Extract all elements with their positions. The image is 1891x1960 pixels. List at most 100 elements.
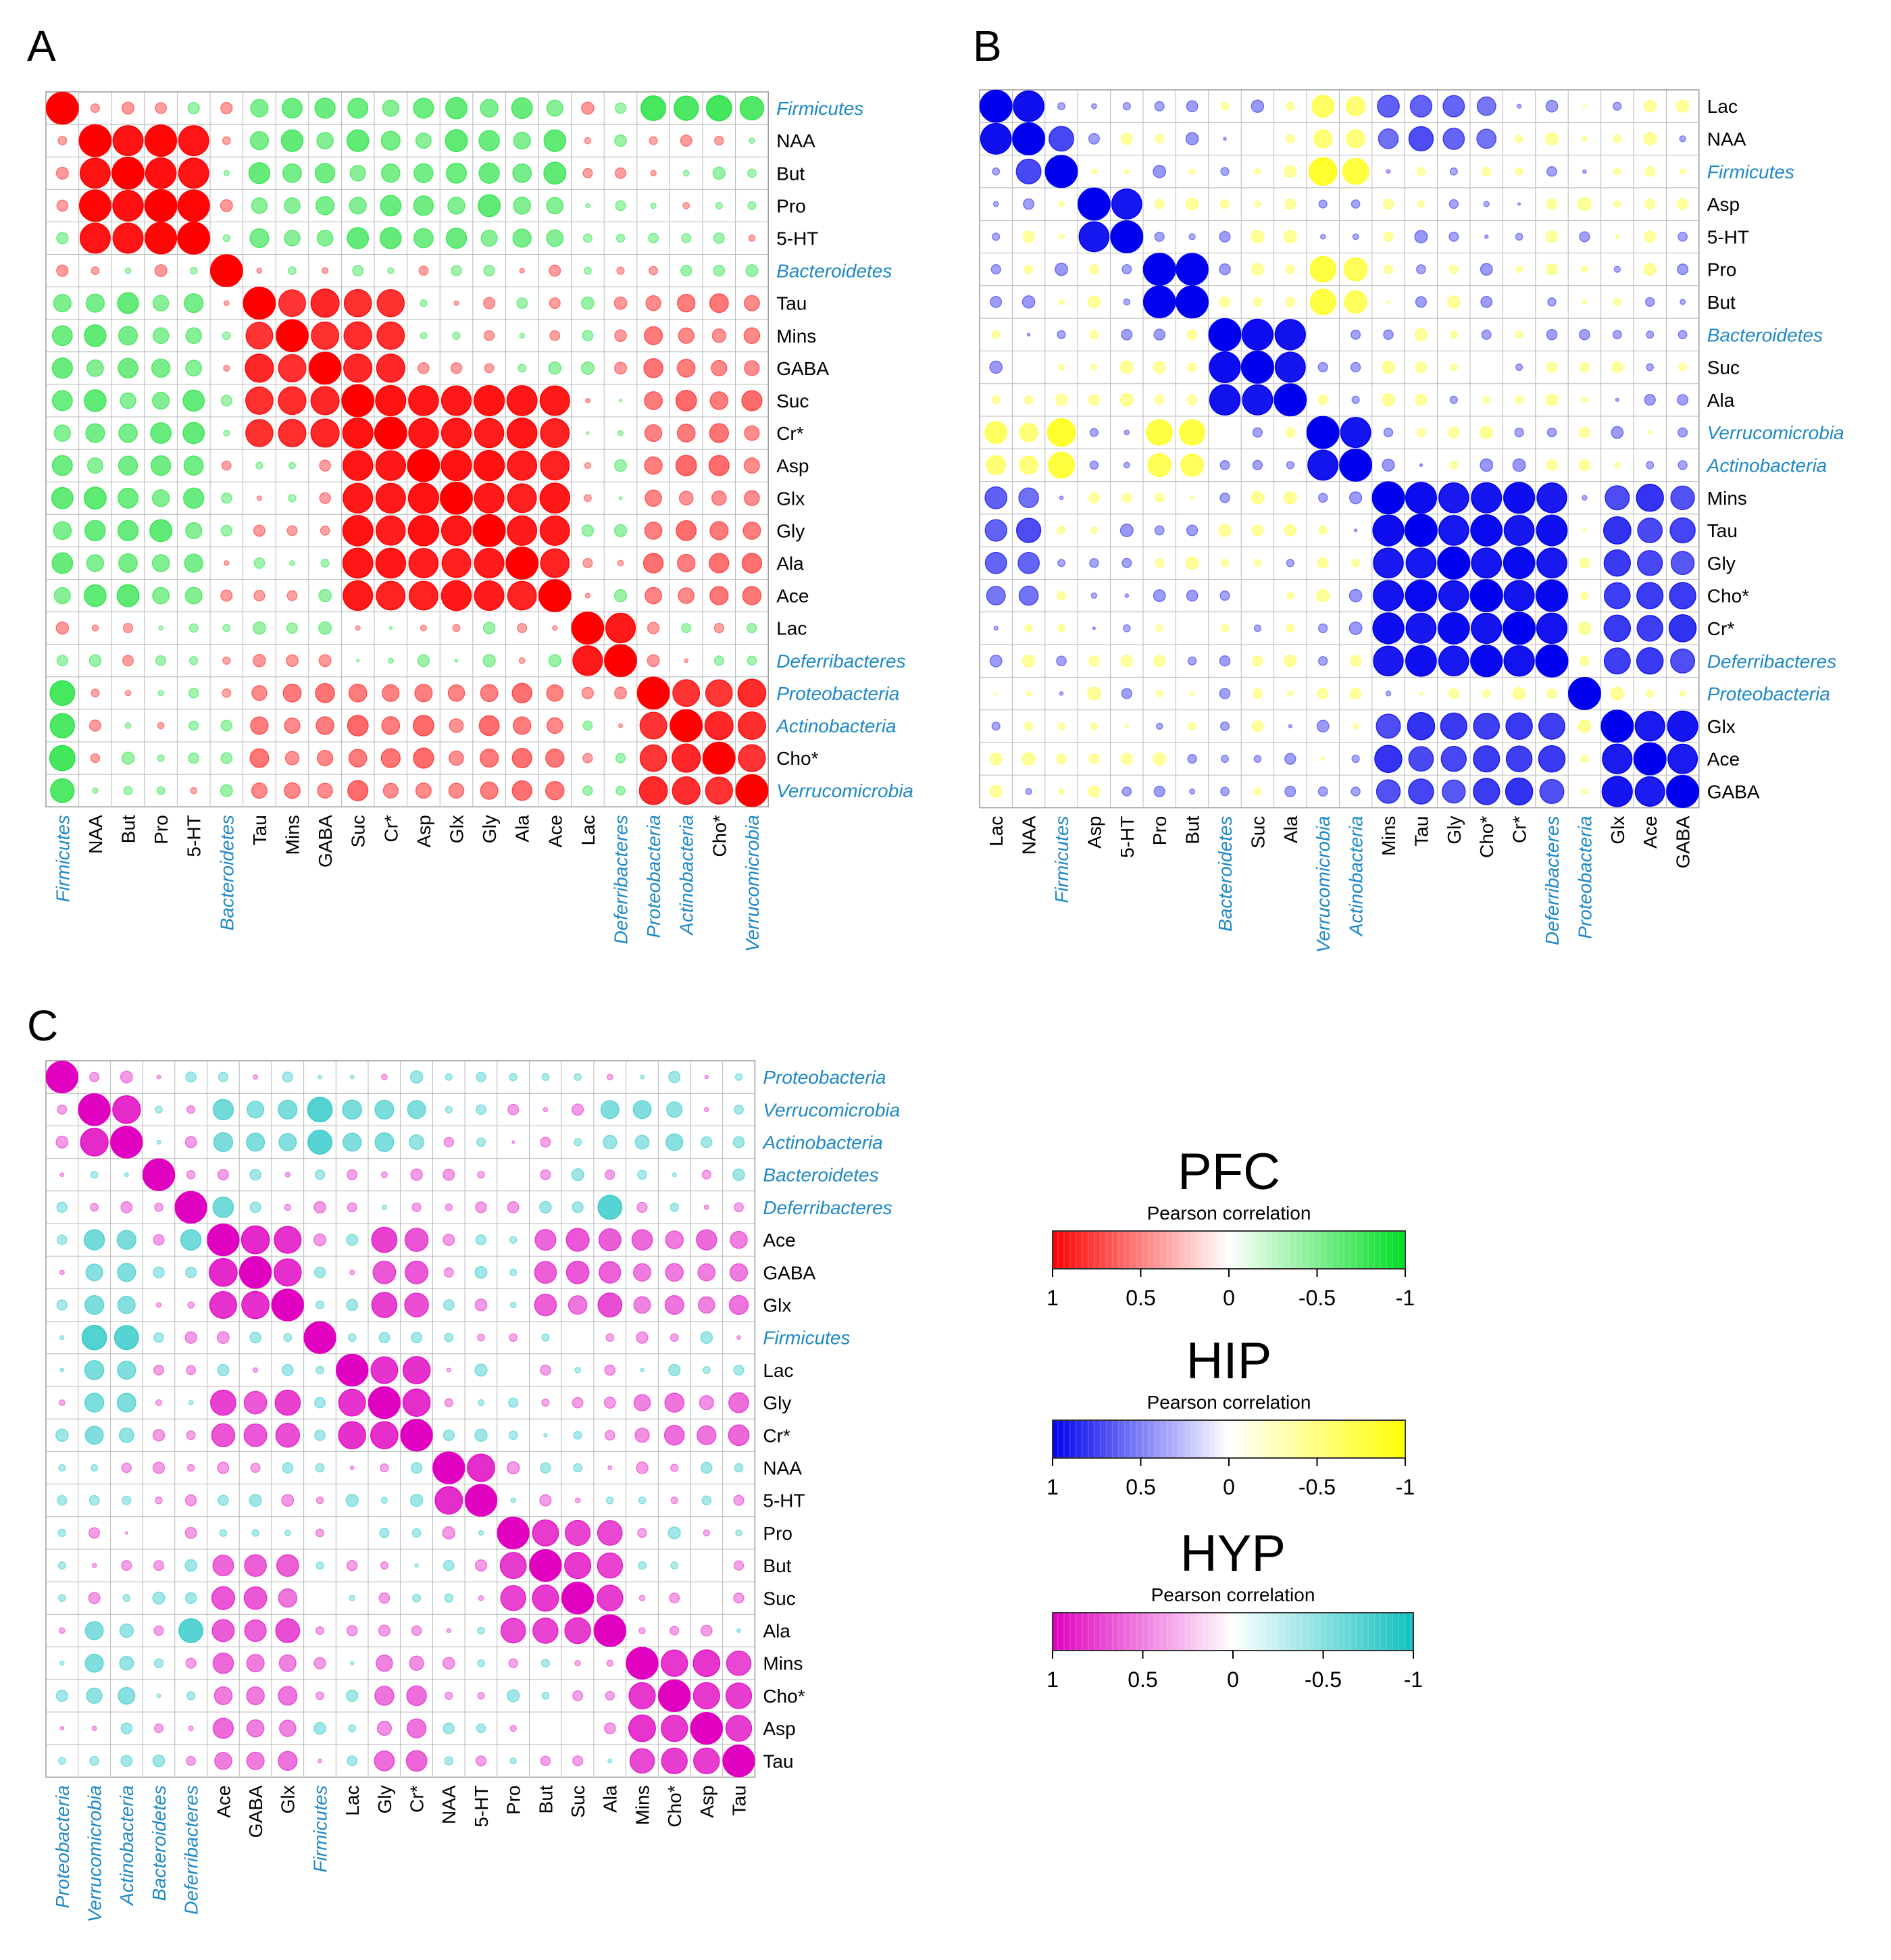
corr-dot-tau-ala bbox=[1284, 524, 1296, 536]
corr-dot-gly-suc bbox=[1253, 559, 1262, 567]
corr-dot-pro-glx bbox=[284, 1530, 291, 1536]
corr-dot-asp-asp bbox=[690, 1711, 723, 1745]
corr-dot-tau-glx bbox=[453, 300, 459, 306]
corr-dot-cr-star-cho-star bbox=[1471, 612, 1503, 644]
corr-dot-gaba-verrucomicrobia bbox=[744, 360, 760, 376]
corr-dot-firmicutes-naa bbox=[90, 103, 100, 114]
corr-dot-firmicutes-but bbox=[1189, 168, 1196, 175]
corr-dot-ala-mins bbox=[1382, 393, 1395, 407]
corr-dot-suc-pro bbox=[500, 1585, 526, 1611]
corr-dot-bacteroidetes-cr-star bbox=[1515, 330, 1523, 339]
corr-dot-suc-suc bbox=[341, 384, 375, 418]
corr-dot-mins-ace bbox=[1636, 484, 1664, 512]
corr-dot-but-deferribacteres bbox=[184, 1559, 197, 1572]
corr-dot-mins-gaba bbox=[311, 321, 340, 350]
corr-dot-gly-lac bbox=[581, 524, 595, 537]
corr-dot-but-naa bbox=[443, 1559, 455, 1572]
row-label-firmicutes: Firmicutes bbox=[776, 98, 863, 119]
corr-dot-ace-glx bbox=[274, 1226, 302, 1254]
corr-dot-proteobacteria-lac bbox=[994, 691, 998, 696]
corr-dot-gaba-cr-star bbox=[376, 353, 405, 383]
corr-dot-bacteroidetes-bacteroidetes bbox=[142, 1158, 176, 1191]
corr-dot-mins-mins bbox=[626, 1647, 659, 1680]
corr-dot-lac-but bbox=[123, 623, 133, 634]
corr-dot-verrucomicrobia-proteobacteria bbox=[638, 776, 668, 805]
corr-dot-ace-5-ht bbox=[184, 586, 203, 605]
corr-dot-ace-cho-star bbox=[665, 1230, 684, 1249]
corr-dot-suc-verrucomicrobia bbox=[1317, 361, 1328, 373]
corr-dot-mins-cho-star bbox=[711, 328, 726, 343]
corr-dot-but-cho-star bbox=[712, 166, 726, 180]
col-label-but: But bbox=[535, 1785, 556, 1813]
row-label-verrucomicrobia: Verrucomicrobia bbox=[763, 1099, 900, 1120]
corr-dot-mins-ala bbox=[1284, 491, 1297, 505]
corr-dot-but-deferribacteres bbox=[615, 167, 626, 179]
corr-dot-glx-naa bbox=[83, 486, 107, 510]
corr-dot-cr-star-glx bbox=[1603, 614, 1632, 643]
corr-dot-actinobacteria-mins bbox=[634, 1134, 650, 1150]
corr-dot-lac-bacteroidetes bbox=[1220, 102, 1230, 111]
corr-dot-asp-glx bbox=[1613, 200, 1621, 208]
corr-dot-pro-asp bbox=[703, 1529, 710, 1537]
corr-dot-deferribacteres-actinobacteria bbox=[1350, 655, 1362, 667]
corr-dot-cr-star-asp bbox=[408, 418, 439, 449]
corr-dot-asp-proteobacteria bbox=[59, 1726, 65, 1731]
corr-dot-pro-ala bbox=[513, 197, 531, 215]
corr-dot-glx-verrucomicrobia bbox=[744, 490, 760, 507]
corr-dot-5-ht-asp bbox=[1078, 221, 1110, 253]
corr-dot-tau-ala bbox=[607, 1758, 613, 1763]
corr-dot-deferribacteres-ace bbox=[1636, 647, 1664, 675]
corr-dot-gaba-glx bbox=[273, 1258, 302, 1287]
corr-dot-5-ht-bacteroidetes bbox=[155, 1497, 163, 1505]
corr-dot-but-ala bbox=[1285, 297, 1296, 307]
corr-dot-but-bacteroidetes bbox=[223, 170, 230, 176]
corr-dot-mins-cr-star bbox=[409, 1655, 424, 1671]
row-label-naa: NAA bbox=[763, 1458, 802, 1479]
corr-dot-glx-cho-star bbox=[711, 491, 727, 506]
corr-dot-gly-firmicutes bbox=[314, 1397, 326, 1409]
corr-dot-mins-tau bbox=[726, 1650, 752, 1676]
corr-dot-gaba-but bbox=[534, 1261, 557, 1284]
corr-dot-naa-5-ht bbox=[1120, 132, 1133, 145]
hip-correlation-matrix: LacNAAFirmicutesAsp5-HTProButBacteroidet… bbox=[979, 89, 1844, 953]
corr-dot-cr-star-mins bbox=[634, 1428, 650, 1443]
corr-dot-gaba-lac bbox=[349, 1270, 355, 1276]
corr-dot-ace-bacteroidetes bbox=[153, 1234, 165, 1246]
corr-dot-lac-deferribacteres bbox=[186, 1365, 196, 1376]
corr-dot-lac-5-ht bbox=[1122, 102, 1131, 111]
corr-dot-cr-star-ala bbox=[506, 418, 538, 449]
corr-dot-5-ht-5-ht bbox=[177, 222, 211, 255]
corr-dot-ace-actinobacteria bbox=[116, 1230, 136, 1250]
corr-dot-glx-pro bbox=[151, 489, 170, 507]
corr-dot-verrucomicrobia-cr-star bbox=[382, 782, 399, 799]
corr-dot-actinobacteria-lac bbox=[343, 1132, 362, 1152]
corr-dot-cho-star-deferribacteres bbox=[1536, 579, 1568, 612]
corr-dot-firmicutes-mins bbox=[636, 1331, 649, 1344]
corr-dot-bacteroidetes-gly bbox=[483, 265, 495, 277]
corr-dot-naa-ace bbox=[217, 1461, 230, 1474]
corr-dot-suc-tau bbox=[1415, 361, 1427, 373]
corr-dot-asp-pro bbox=[509, 1724, 517, 1732]
corr-dot-tau-cho-star bbox=[709, 293, 729, 313]
col-label-gaba: GABA bbox=[1673, 815, 1694, 868]
corr-dot-cr-star-actinobacteria bbox=[118, 1427, 134, 1443]
corr-dot-verrucomicrobia-deferribacteres bbox=[186, 1105, 195, 1114]
corr-dot-pro-verrucomicrobia bbox=[1309, 256, 1336, 283]
corr-dot-lac-verrucomicrobia bbox=[84, 1360, 105, 1380]
corr-dot-tau-pro bbox=[509, 1757, 517, 1765]
corr-dot-ala-glx bbox=[275, 1618, 301, 1643]
row-label-ala: Ala bbox=[776, 553, 804, 574]
col-label-mins: Mins bbox=[632, 1785, 653, 1825]
corr-dot-cho-star-verrucomicrobia bbox=[738, 744, 766, 772]
corr-dot-actinobacteria-asp bbox=[1089, 460, 1099, 470]
col-label-mins: Mins bbox=[1378, 816, 1399, 856]
corr-dot-bacteroidetes-glx bbox=[284, 1172, 291, 1178]
corr-dot-ala-actinobacteria bbox=[1351, 395, 1360, 404]
col-label-cr-star: Cr* bbox=[1509, 816, 1530, 844]
corr-dot-firmicutes-ace bbox=[1644, 166, 1655, 177]
corr-dot-cho-star-gaba bbox=[246, 1686, 265, 1705]
corr-dot-5-ht-firmicutes bbox=[316, 1496, 324, 1505]
corr-dot-ace-ace bbox=[207, 1223, 240, 1257]
corr-dot-cr-star-gaba bbox=[243, 1423, 268, 1447]
corr-dot-cr-star-mins bbox=[1372, 612, 1405, 645]
